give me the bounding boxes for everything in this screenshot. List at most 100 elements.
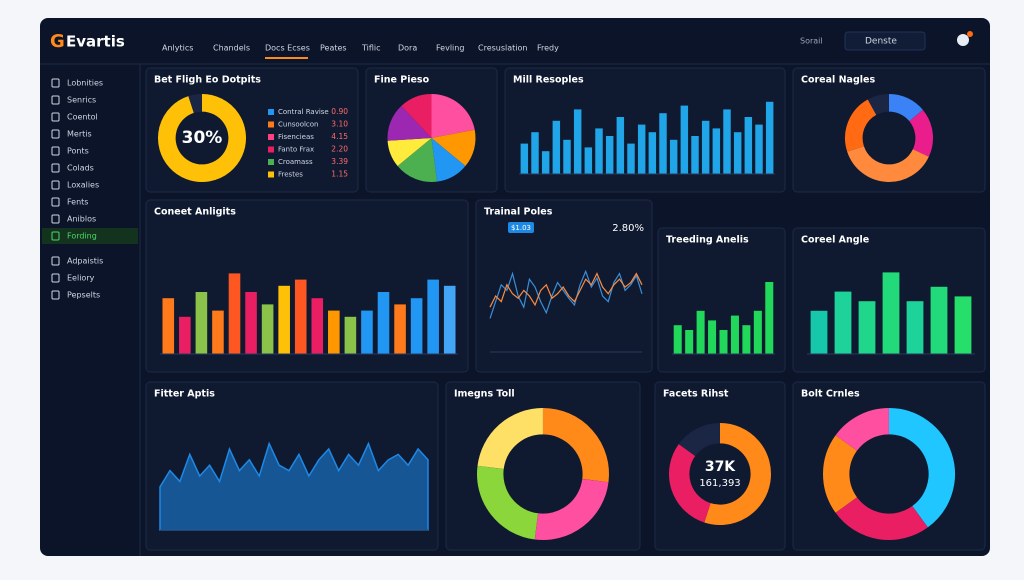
nav-item[interactable]: Anlytics [162,44,193,53]
bar [394,304,406,354]
nav-item[interactable]: Peates [320,44,347,53]
sidebar-item[interactable]: Ponts [67,147,89,156]
nav-item[interactable]: Tiflic [361,44,381,53]
donut-center: 37K [705,459,736,475]
search-button-label[interactable]: Denste [865,37,897,47]
bar [882,272,900,354]
panel-title: Facets Rihst [663,389,729,400]
sidebar-icon [51,129,60,139]
bar [520,143,529,174]
bar [563,139,571,174]
bar [685,330,694,354]
donut-segment [845,99,877,152]
avatar[interactable] [957,34,969,46]
bar [810,310,828,354]
sidebar-item[interactable]: Eeliory [67,274,95,283]
bar [212,310,224,354]
bar [410,298,423,354]
nav-item[interactable]: Fevling [436,44,464,53]
sidebar-icon [51,214,60,224]
panel-title: Treeding Anelis [666,235,749,246]
bar [691,136,699,174]
legend-value: 1.15 [331,170,348,179]
sidebar-item[interactable]: Aniblos [67,215,96,224]
bar [730,315,739,354]
badge-label: $1.03 [511,224,531,232]
donut-segment [704,423,771,525]
search-button[interactable] [844,31,926,51]
donut-segment [847,145,929,182]
donut-segment [909,109,933,157]
nav-item[interactable]: Dora [398,44,417,53]
panel-title: Fine Pieso [374,75,430,86]
bar [595,128,603,174]
donut-segment [477,465,539,540]
bar [701,120,710,174]
legend-value: 0.90 [331,107,348,116]
bar [162,298,175,354]
sidebar-item[interactable]: Loxalies [67,181,99,190]
donut-segment [477,408,544,470]
bar [228,273,241,354]
bar [278,285,290,354]
sidebar-item[interactable]: Lobnities [67,79,103,88]
legend-label: Fanto Frax [278,146,314,154]
bar [834,291,852,354]
pie-slice [431,94,475,138]
donut-segment [823,435,858,513]
pie-slice [397,138,438,182]
bar [627,143,635,174]
donut-segment [835,496,928,540]
area [159,441,429,531]
donut-center-sub: 161,393 [699,478,740,489]
bar [712,128,721,174]
bar [719,330,728,354]
legend-label: Croamass [278,158,313,166]
sidebar-item[interactable]: Coentol [67,113,98,122]
panel-title: Mill Resoples [513,75,584,86]
sidebar-item[interactable]: Adpaistis [67,257,103,266]
nav-item[interactable]: Chandels [213,44,250,53]
pie-slice [387,105,432,141]
bar [261,304,274,354]
bar [541,151,550,174]
pie-slice [387,138,432,167]
sidebar-icon [51,197,60,207]
sidebar-item[interactable]: Colads [67,164,94,173]
donut-segment [158,94,246,182]
sidebar-item[interactable]: Fents [67,198,88,207]
panel [475,199,653,373]
bar [858,301,876,354]
legend-swatch [268,159,274,165]
sidebar-item[interactable]: Pepselts [67,291,100,300]
legend-label: Fisencieas [278,133,314,141]
search[interactable]: Sorail [800,37,823,46]
donut-segment [542,408,609,483]
bar [616,117,625,174]
bar [605,136,614,174]
bar [552,120,561,174]
panel-title: Imegns Toll [454,389,515,400]
sidebar-icon [51,112,60,122]
bar [742,325,751,354]
panel-title: Coreel Angle [801,235,869,246]
nav-item[interactable]: Cresuslation [478,44,527,53]
sidebar-icon [51,163,60,173]
sidebar-icon [51,290,60,300]
bar [765,101,774,174]
bar [648,132,657,174]
sidebar-item[interactable]: Fording [67,232,97,241]
logo: Evartis [66,33,125,51]
panel-title: Coreal Nagles [801,75,875,86]
line [489,269,643,319]
sidebar-item[interactable]: Mertis [67,130,92,139]
sidebar-active [42,228,138,244]
donut-segment [888,408,955,528]
bar [573,109,582,174]
nav-item[interactable]: Fredy [537,44,559,53]
nav-item[interactable]: Docs Ecses [265,44,310,53]
bar [584,147,593,174]
sidebar-item[interactable]: Senrics [67,96,96,105]
bar [361,310,373,354]
